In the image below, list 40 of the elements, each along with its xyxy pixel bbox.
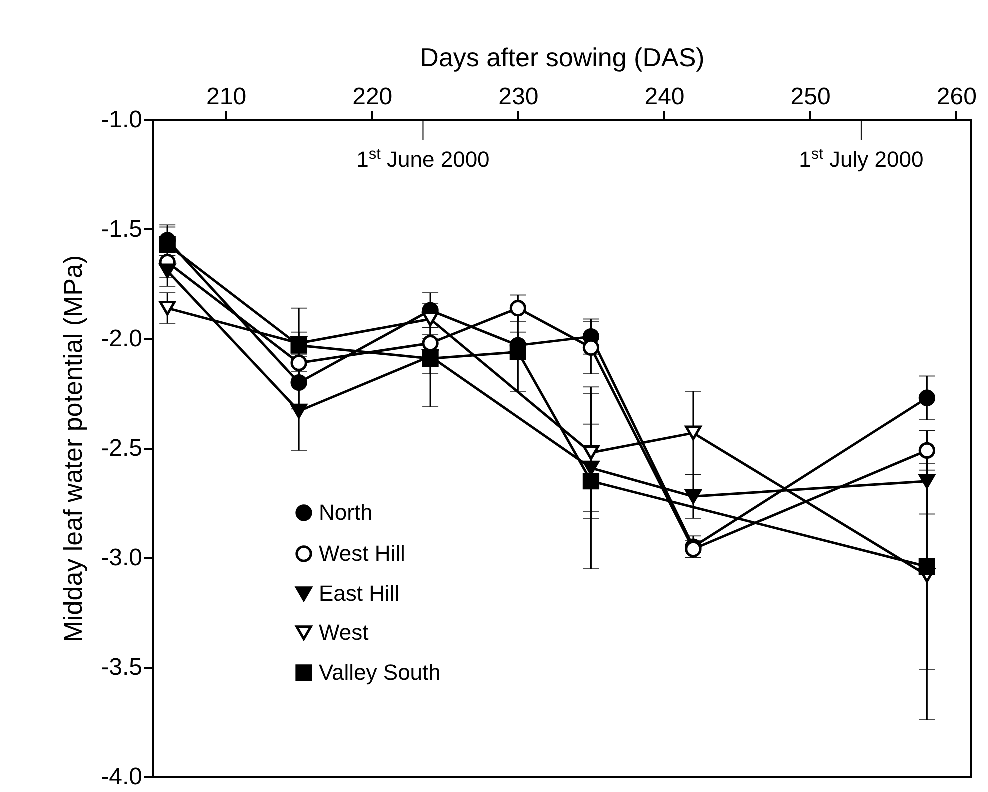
point [918,474,936,489]
ref-line-label: 1$^{st}$ June 2000 [356,146,490,172]
y-tick-label: -2.5 [101,435,142,462]
y-tick-label: -3.0 [101,544,142,572]
point [582,446,600,460]
y-tick-label: -2.0 [101,326,142,352]
point [159,264,176,278]
y-tick-label: -1.5 [101,216,142,243]
x-tick-label: 260 [936,84,977,110]
point [918,390,936,406]
y-tick-label: -4.0 [101,764,142,790]
point [918,442,936,459]
point [290,354,308,372]
point [422,312,439,327]
x-tick-label: 210 [206,84,247,110]
legend-label: North [319,500,373,525]
point [582,473,600,490]
y-axis-title: Midday leaf water potential (MPa) [58,255,88,643]
point [290,374,308,392]
x-tick-label: 240 [644,84,685,110]
y-tick-label: -1.0 [101,106,142,134]
point [159,236,176,254]
point [159,300,176,316]
legend-label: Valley South [319,660,441,685]
point [918,558,936,576]
point [685,489,702,504]
legend-label: East Hill [319,581,400,606]
x-axis-title: Days after sowing (DAS) [420,42,705,72]
y-tick-label: -3.5 [101,654,142,681]
point [685,426,702,441]
x-tick-label: 250 [790,84,831,110]
point [510,344,526,360]
ref-line-label: 1$^{st}$ July 2000 [799,146,924,172]
legend-label: West Hill [319,541,406,566]
x-tick-label: 230 [498,84,539,110]
point [290,404,308,419]
legend-label: West [319,620,369,645]
point [510,300,526,317]
x-tick-label: 220 [352,84,393,110]
point [422,350,439,368]
